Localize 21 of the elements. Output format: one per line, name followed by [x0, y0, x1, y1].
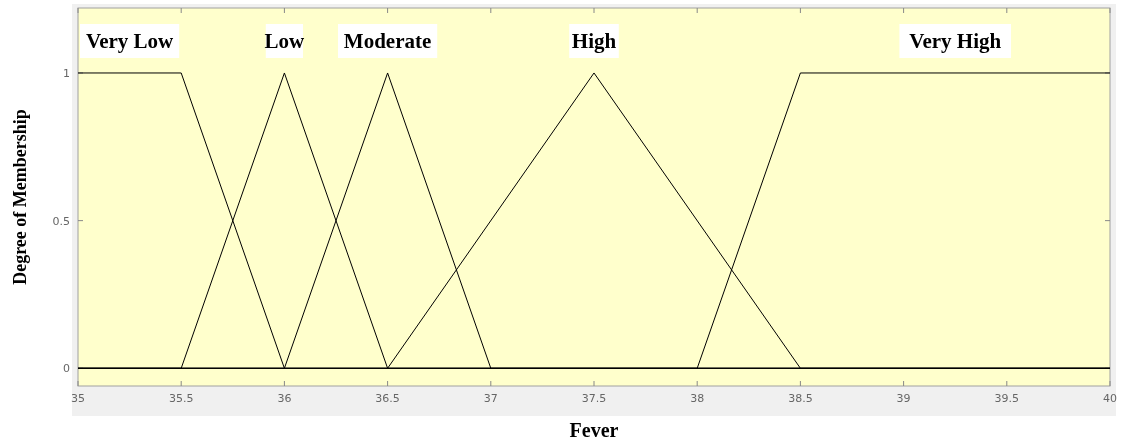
- x-tick-label: 35: [71, 392, 85, 405]
- series-label: Very Low: [85, 29, 175, 53]
- x-tick-label: 36: [277, 392, 292, 405]
- x-tick-label: 35.5: [168, 392, 194, 405]
- y-tick-label: 0: [63, 362, 70, 376]
- series-label: Very High: [909, 29, 1002, 53]
- x-tick-label: 38.5: [788, 392, 813, 405]
- x-tick-label: 39: [896, 392, 911, 405]
- x-tick-label: 36.5: [375, 392, 400, 405]
- series-label: Low: [264, 29, 306, 53]
- series-label: High: [571, 29, 617, 53]
- series-label: Moderate: [343, 29, 432, 53]
- y-axis-title: Degree of Membership: [10, 109, 30, 285]
- x-tick-label: 40: [1103, 392, 1117, 405]
- x-tick-label: 37: [483, 392, 498, 405]
- y-tick-label: 1: [63, 66, 70, 80]
- x-tick-label: 39.5: [994, 392, 1020, 405]
- x-axis-title: Fever: [569, 419, 619, 441]
- y-tick-label: 0.5: [52, 214, 70, 228]
- x-tick-label: 38: [690, 392, 705, 405]
- x-tick-label: 37.5: [581, 392, 607, 405]
